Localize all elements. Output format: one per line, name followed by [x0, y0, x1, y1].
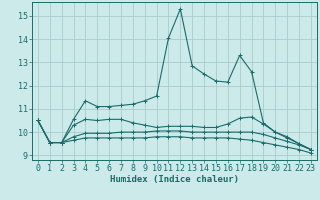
- X-axis label: Humidex (Indice chaleur): Humidex (Indice chaleur): [110, 175, 239, 184]
